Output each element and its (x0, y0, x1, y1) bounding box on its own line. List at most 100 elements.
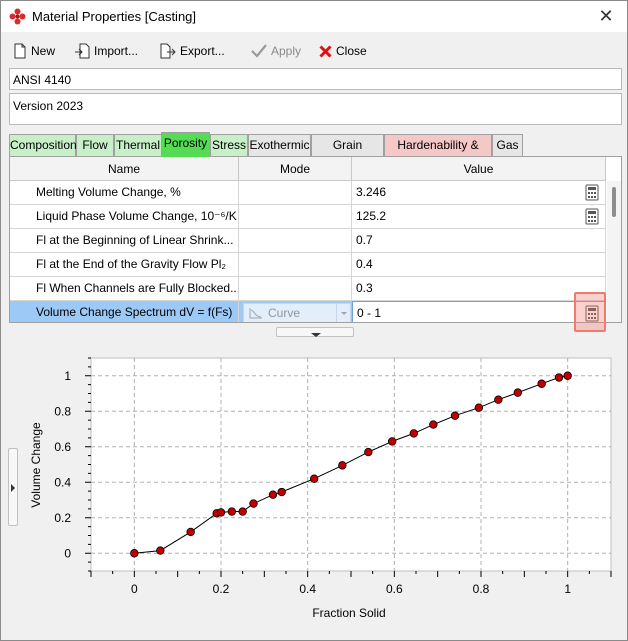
scrollbar-thumb[interactable] (612, 187, 616, 217)
x-tick-label: 1 (564, 582, 571, 596)
data-point (338, 461, 347, 470)
y-tick-label: 0.4 (54, 475, 71, 489)
row-value[interactable]: 125.2 (352, 205, 606, 228)
x-axis-label: Fraction Solid (312, 606, 385, 620)
y-tick-label: 0.6 (54, 440, 71, 454)
table-row[interactable]: Melting Volume Change, % 3.246 (10, 181, 606, 205)
calculator-icon[interactable] (585, 305, 599, 322)
row-value[interactable]: 0.7 (352, 229, 606, 252)
x-tick-label: 0.2 (213, 582, 230, 596)
data-point (309, 474, 319, 483)
export-button[interactable]: Export... (160, 40, 225, 62)
apply-button[interactable]: Apply (251, 40, 301, 62)
chevron-down-icon (336, 304, 350, 322)
table-row[interactable]: Fl at the End of the Gravity Flow Pl₂ 0.… (10, 253, 606, 277)
tab-porosity[interactable]: Porosity (161, 132, 210, 157)
table-row-selected[interactable]: Volume Change Spectrum dV = f(Fs) Curve … (10, 301, 606, 322)
data-point (364, 447, 373, 457)
table-scrollbar[interactable] (607, 181, 621, 322)
data-point (474, 403, 484, 412)
row-name: Melting Volume Change, % (10, 181, 239, 204)
data-point (554, 373, 564, 382)
property-table: Name Mode Value Melting Volume Change, %… (9, 156, 622, 323)
row-value-text: 0 - 1 (357, 306, 382, 320)
row-value[interactable]: 0 - 1 (352, 301, 606, 322)
table-row[interactable]: Fl at the Beginning of Linear Shrink... … (10, 229, 606, 253)
data-point (186, 527, 195, 537)
data-point (156, 546, 165, 555)
table-row[interactable]: Fl When Channels are Fully Blocked... 0.… (10, 277, 606, 301)
new-button-label: New (31, 44, 56, 58)
calculator-icon[interactable] (585, 184, 599, 201)
chevron-down-icon (311, 333, 321, 337)
data-point (494, 395, 503, 404)
data-point (450, 411, 460, 420)
red-x-icon (319, 44, 332, 58)
y-tick-label: 0 (64, 546, 71, 560)
apply-button-label: Apply (271, 44, 302, 58)
row-value-text: 3.246 (356, 185, 387, 199)
column-header-mode[interactable]: Mode (239, 157, 352, 181)
row-name: Liquid Phase Volume Change, 10⁻⁶/K (10, 205, 239, 228)
x-tick-label: 0.4 (299, 582, 316, 596)
material-name-field[interactable]: ANSI 4140 (9, 68, 622, 90)
volume-change-chart: 0 0.2 0.4 0.6 0.8 1 0 0.2 0.4 0.6 0.8 1 Fraction S… (21, 341, 622, 635)
calculator-highlight (574, 292, 606, 332)
export-button-label: Export... (180, 44, 225, 58)
tab-composition[interactable]: Composition (9, 134, 77, 156)
chart-svg: 0 0.2 0.4 0.6 0.8 1 0 0.2 0.4 0.6 0.8 1 Fraction S… (29, 357, 612, 620)
data-point (513, 388, 523, 397)
checkmark-icon (251, 44, 267, 58)
curve-icon (249, 308, 262, 319)
data-point (537, 379, 546, 388)
window-close-icon[interactable]: ✕ (598, 6, 614, 26)
tab-flow[interactable]: Flow (76, 134, 114, 156)
data-point (268, 490, 278, 499)
app-molecule-icon (9, 8, 26, 25)
row-name: Volume Change Spectrum dV = f(Fs) (10, 301, 239, 322)
row-mode (239, 253, 352, 276)
data-point (227, 507, 237, 516)
new-document-icon (14, 43, 26, 59)
panel-splitter-handle[interactable] (276, 327, 354, 337)
new-button[interactable]: New (13, 40, 55, 62)
y-tick-label: 0.8 (54, 404, 71, 418)
window-title: Material Properties [Casting] (32, 9, 197, 24)
property-tabs: Composition Flow Thermal Porosity Stress… (9, 132, 622, 172)
side-panel-toggle[interactable] (8, 448, 18, 526)
y-axis-label: Volume Change (29, 422, 43, 508)
x-tick-label: 0.8 (473, 582, 490, 596)
row-value[interactable]: 3.246 (352, 181, 606, 204)
row-value[interactable]: 0.3 (352, 277, 606, 300)
close-button-label: Close (336, 44, 367, 58)
row-mode (239, 205, 352, 228)
data-point (429, 420, 438, 429)
tab-gas[interactable]: Gas (492, 134, 523, 156)
material-version-field[interactable]: Version 2023 (9, 93, 622, 125)
row-mode (239, 277, 352, 300)
tab-grain-growth[interactable]: Grain Growth (311, 134, 384, 172)
data-point (249, 499, 258, 508)
tab-thermal[interactable]: Thermal (114, 134, 162, 156)
import-icon (75, 43, 90, 59)
x-tick-label: 0 (131, 582, 138, 596)
y-tick-label: 1 (64, 369, 71, 383)
tab-exothermic[interactable]: Exothermic (248, 134, 311, 156)
title-bar: Material Properties [Casting] ✕ (1, 1, 627, 32)
row-value[interactable]: 0.4 (352, 253, 606, 276)
tab-stress[interactable]: Stress (210, 134, 248, 156)
row-name: Fl at the End of the Gravity Flow Pl₂ (10, 253, 239, 276)
column-header-value[interactable]: Value (352, 157, 606, 181)
calculator-icon[interactable] (585, 208, 599, 225)
data-point (216, 508, 226, 517)
row-value-text: 125.2 (356, 209, 387, 223)
tab-hardenability-cct[interactable]: Hardenability & CCT (384, 134, 492, 172)
table-row[interactable]: Liquid Phase Volume Change, 10⁻⁶/K 125.2 (10, 205, 606, 229)
row-mode (239, 181, 352, 204)
close-button[interactable]: Close (319, 40, 367, 62)
mode-dropdown[interactable]: Curve (243, 303, 351, 322)
column-header-name[interactable]: Name (10, 157, 239, 181)
mode-dropdown-value: Curve (268, 306, 301, 320)
import-button[interactable]: Import... (74, 40, 138, 62)
